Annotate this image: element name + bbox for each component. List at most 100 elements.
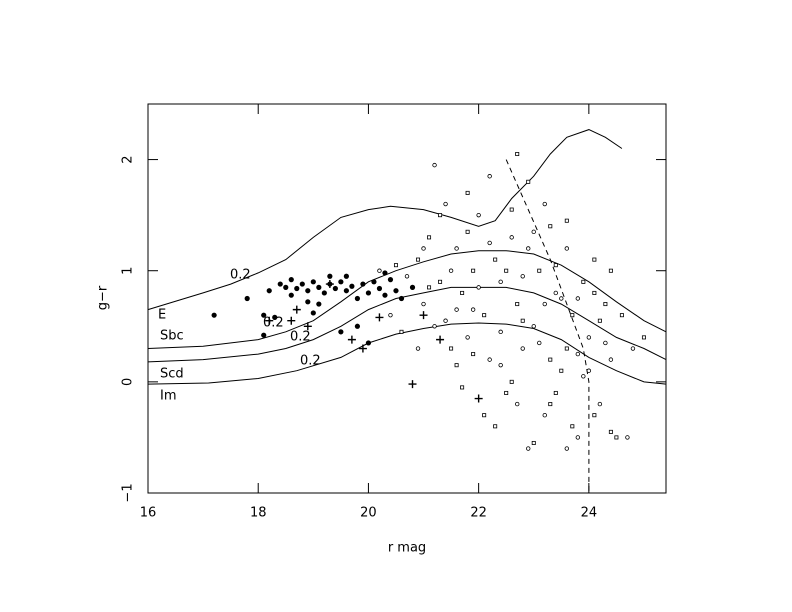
point [421,301,426,307]
point [421,246,426,251]
curve [147,129,623,311]
point [382,270,388,276]
point [553,263,558,268]
point [358,344,367,353]
point [244,295,250,302]
point [347,335,356,344]
point [564,218,569,223]
point [272,314,278,320]
point [343,273,349,279]
plot-frame [147,103,667,494]
point [564,346,569,351]
point [454,307,459,312]
point [564,246,570,251]
point [487,357,492,362]
point [321,290,327,296]
point [520,318,525,323]
point [365,290,372,296]
point [537,340,542,346]
point [487,240,492,246]
point [436,335,445,344]
point [597,401,603,407]
point [581,279,586,284]
point [509,379,514,384]
point [316,284,322,290]
point [531,229,536,235]
point [515,302,520,307]
point [261,332,267,338]
point [614,435,619,440]
y-axis-label: g−r [96,285,111,310]
point [482,413,487,418]
point [515,401,520,407]
point [377,268,382,273]
x-tick-label: 16 [140,506,157,521]
curve-label: 0.2 [263,316,284,331]
point [625,435,630,440]
point [283,284,289,290]
point [520,346,525,351]
point [592,290,597,295]
point [559,368,564,373]
point [581,374,586,379]
point [575,351,581,357]
point [338,329,344,335]
point [515,152,520,157]
point [586,368,592,373]
curve-label: 0.2 [300,354,321,369]
point [608,357,614,362]
x-axis-label: r mag [388,541,426,556]
point [474,394,483,403]
y-tick-label: 1 [121,267,136,275]
point [354,323,361,329]
point [592,413,597,418]
point [360,281,366,287]
point [365,340,372,346]
curve [147,250,667,349]
point [471,352,476,357]
point [338,279,344,285]
point [542,301,547,307]
point [454,246,459,251]
point [443,318,448,323]
point [354,295,361,302]
x-tick-label: 22 [470,506,487,521]
point [409,284,416,290]
point [427,285,432,290]
point [287,316,296,325]
point [559,296,564,301]
point [482,313,487,318]
point [575,296,581,301]
point [416,257,421,262]
point [325,280,334,289]
point [398,295,405,302]
point [537,268,542,273]
y-tick-label: 2 [121,155,136,163]
point [292,305,301,314]
point [327,273,333,279]
point [498,362,503,368]
point [548,224,553,229]
point [603,340,608,346]
point [603,302,608,307]
point [520,274,525,279]
point [460,290,465,295]
point [476,285,481,290]
point [509,235,514,240]
point [641,335,646,340]
point [419,311,428,320]
point [460,385,465,390]
curve-label: Sbc [160,329,184,344]
point [438,279,443,284]
x-tick-label: 20 [360,506,377,521]
point [465,190,470,195]
point [349,283,355,289]
point [570,424,575,429]
point [465,229,470,234]
point [509,207,514,212]
point [498,329,503,335]
point [310,310,316,316]
y-tick-label: −1 [121,483,136,502]
point [277,281,283,287]
